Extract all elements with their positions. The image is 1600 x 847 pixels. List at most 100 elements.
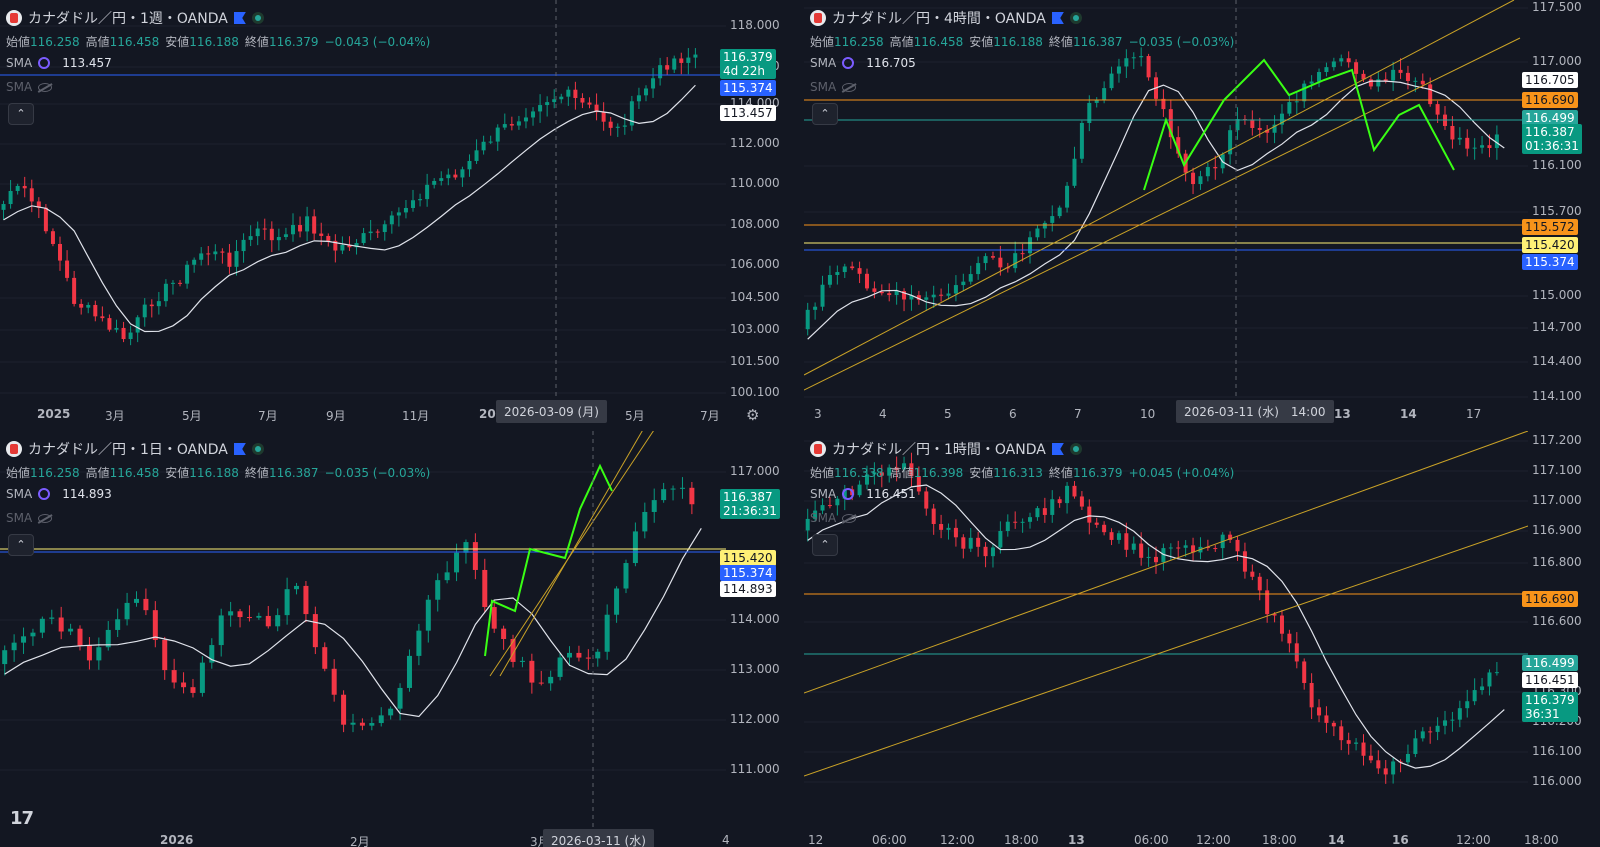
- ohlc-close-label: 終値: [244, 466, 269, 480]
- ohlc-close-label: 終値: [1048, 35, 1073, 49]
- trend-line[interactable]: [499, 431, 648, 677]
- candle-body: [931, 294, 936, 298]
- candle-body: [939, 524, 944, 530]
- symbol-title[interactable]: カナダドル／円・4時間・OANDA: [832, 11, 1046, 27]
- time-axis[interactable]: [0, 831, 801, 847]
- chart-canvas[interactable]: [0, 0, 801, 429]
- bookmark-flag-icon[interactable]: [233, 443, 246, 455]
- candle-body: [156, 301, 161, 307]
- candle-body: [864, 273, 869, 289]
- trend-line[interactable]: [804, 525, 1529, 777]
- candle-body: [237, 611, 243, 618]
- candle-body: [820, 505, 825, 511]
- y-tick-label: 101.500: [730, 354, 780, 368]
- candle-body: [523, 117, 528, 122]
- candle-body: [601, 112, 606, 122]
- chevron-up-icon[interactable]: ⌃: [8, 103, 34, 125]
- candle-body: [467, 160, 472, 170]
- sma-legend-hidden[interactable]: SMA: [6, 80, 53, 94]
- x-tick-label: 16: [1392, 833, 1409, 847]
- chart-canvas[interactable]: [0, 431, 801, 847]
- x-tick-label: 2025: [37, 407, 71, 421]
- trend-line[interactable]: [804, 431, 1529, 694]
- candle-body: [213, 251, 218, 255]
- candle-body: [72, 277, 77, 304]
- price-tag: 116.387 21:36:31: [720, 489, 780, 519]
- candle-body: [1279, 113, 1284, 125]
- candle-body: [220, 251, 225, 253]
- trend-line[interactable]: [489, 431, 660, 677]
- candle-body: [65, 260, 70, 278]
- symbol-title[interactable]: カナダドル／円・1週・OANDA: [28, 11, 228, 27]
- y-tick-label: 112.000: [730, 712, 780, 726]
- candle-body: [1376, 760, 1381, 769]
- y-tick-label: 118.000: [730, 18, 780, 32]
- eye-hidden-icon[interactable]: [38, 513, 53, 523]
- sma-label: SMA: [6, 80, 33, 94]
- chart-panel[interactable]: 117.200 117.100 117.000 116.900 116.800 116.6…: [804, 431, 1600, 847]
- candle-body: [1005, 521, 1010, 531]
- bookmark-flag-icon[interactable]: [1051, 443, 1064, 455]
- x-tick-label: 7: [1074, 407, 1082, 421]
- chevron-up-icon[interactable]: ⌃: [8, 534, 34, 556]
- gear-icon[interactable]: ⚙: [746, 406, 760, 424]
- eye-hidden-icon[interactable]: [38, 82, 53, 92]
- chevron-up-icon[interactable]: ⌃: [812, 534, 838, 556]
- price-tag: 116.379 36:31: [1522, 692, 1578, 722]
- chart-panel[interactable]: 117.500 117.000 116.100 115.700 115.000 114.7…: [804, 0, 1600, 429]
- eye-hidden-icon[interactable]: [842, 513, 857, 523]
- y-tick-label: 117.500: [1532, 0, 1582, 14]
- chart-canvas[interactable]: [804, 431, 1600, 847]
- x-tick-label: 11月: [402, 409, 430, 423]
- bookmark-flag-icon[interactable]: [233, 12, 246, 24]
- sma-legend[interactable]: SMA 113.457: [6, 56, 112, 70]
- candle-body: [587, 102, 592, 105]
- symbol-header[interactable]: カナダドル／円・1週・OANDA: [6, 8, 264, 28]
- symbol-title[interactable]: カナダドル／円・1時間・OANDA: [832, 442, 1046, 458]
- chart-canvas[interactable]: [804, 0, 1600, 429]
- candle-body: [15, 185, 20, 191]
- symbol-title[interactable]: カナダドル／円・1日・OANDA: [28, 442, 228, 458]
- chart-panel[interactable]: 117.000 114.000 113.000 112.000 111.000 2026 2…: [0, 431, 801, 847]
- trend-line[interactable]: [804, 0, 1515, 376]
- refresh-cycle-icon[interactable]: [38, 488, 51, 500]
- candle-body: [1094, 100, 1099, 103]
- candle-body: [1398, 69, 1403, 73]
- symbol-header[interactable]: カナダドル／円・1時間・OANDA: [810, 439, 1082, 459]
- sma-legend[interactable]: SMA 116.451: [810, 487, 916, 501]
- y-tick-label: 115.700: [1532, 204, 1582, 218]
- time-axis[interactable]: [804, 831, 1600, 847]
- candle-body: [1428, 84, 1433, 105]
- candle-body: [170, 282, 175, 284]
- price-axis[interactable]: [1528, 0, 1600, 429]
- sma-legend[interactable]: SMA 116.705: [810, 56, 916, 70]
- sma-legend-hidden[interactable]: SMA: [6, 511, 53, 525]
- candle-body: [1250, 571, 1255, 577]
- chart-panel[interactable]: 118.000116.000114.000112.000110.000108.0…: [0, 0, 801, 429]
- sma-legend-hidden[interactable]: SMA: [810, 80, 857, 94]
- x-tick-label: 5: [944, 407, 952, 421]
- symbol-header[interactable]: カナダドル／円・4時間・OANDA: [810, 8, 1082, 28]
- chevron-up-icon[interactable]: ⌃: [812, 103, 838, 125]
- x-tick-label: 2026: [160, 833, 194, 847]
- sma-legend[interactable]: SMA 114.893: [6, 487, 112, 501]
- candle-body: [1324, 715, 1329, 723]
- refresh-cycle-icon[interactable]: [842, 488, 855, 500]
- x-tick-label: 12:00: [1456, 833, 1491, 847]
- y-tick-label: 104.500: [730, 290, 780, 304]
- eye-hidden-icon[interactable]: [842, 82, 857, 92]
- candle-body: [162, 639, 168, 671]
- candle-body: [1116, 66, 1121, 74]
- candle-body: [388, 708, 394, 716]
- time-axis[interactable]: [0, 402, 801, 429]
- price-tag-value: 116.387: [1525, 125, 1575, 139]
- symbol-header[interactable]: カナダドル／円・1日・OANDA: [6, 439, 264, 459]
- refresh-cycle-icon[interactable]: [38, 57, 51, 69]
- price-axis[interactable]: [1528, 431, 1600, 847]
- refresh-cycle-icon[interactable]: [842, 57, 855, 69]
- candle-body: [359, 722, 365, 726]
- candle-body: [1198, 176, 1203, 185]
- trend-line[interactable]: [804, 37, 1521, 391]
- sma-legend-hidden[interactable]: SMA: [810, 511, 857, 525]
- bookmark-flag-icon[interactable]: [1051, 12, 1064, 24]
